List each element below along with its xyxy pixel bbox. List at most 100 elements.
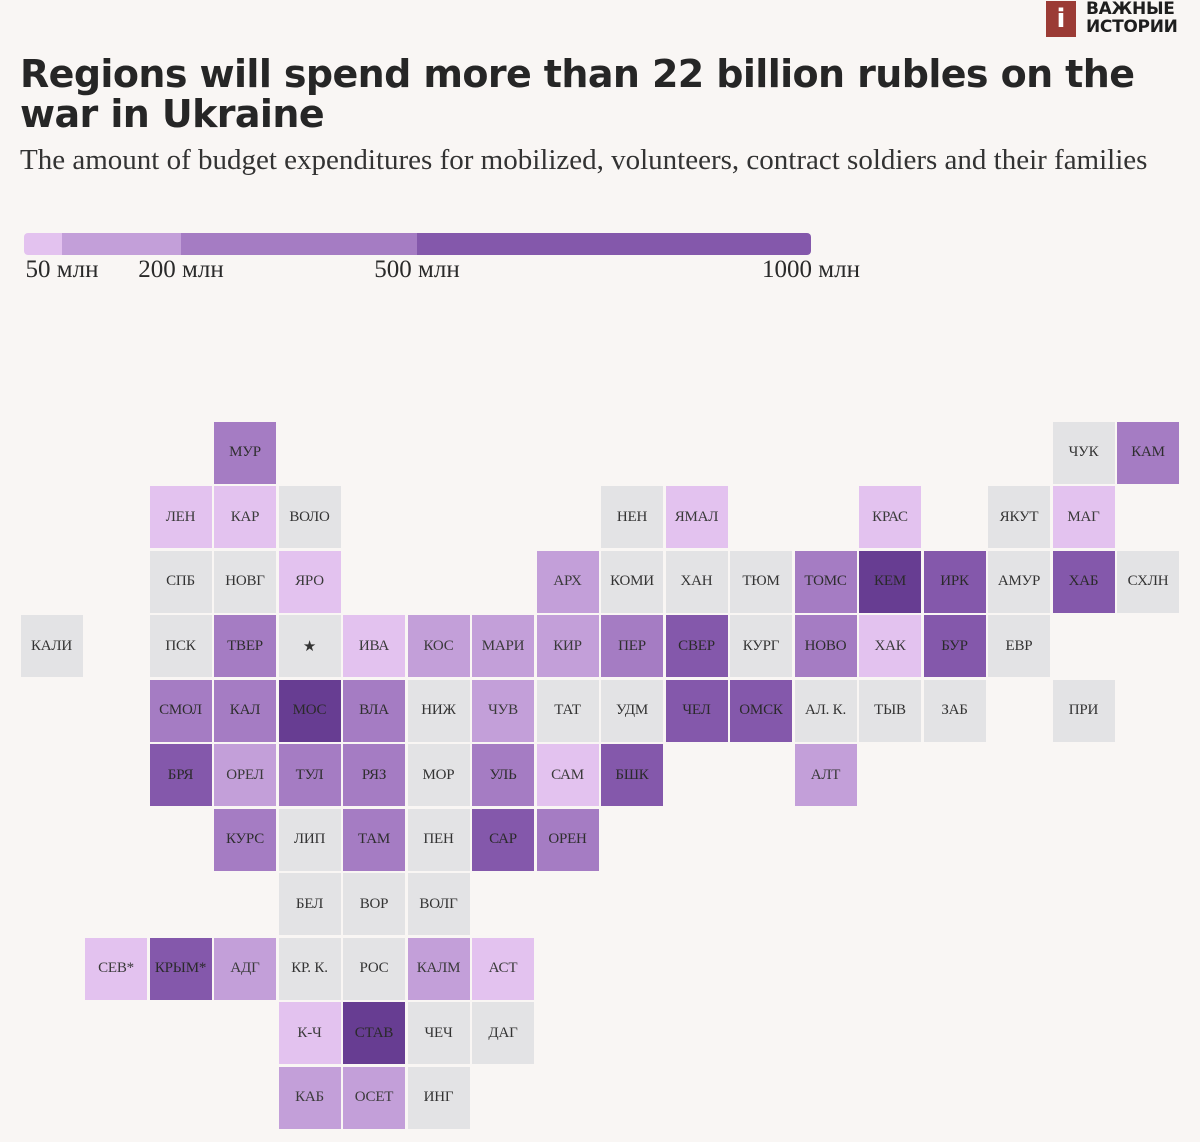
region-tile: ХАК [859, 615, 921, 677]
region-tile: САР [472, 808, 534, 871]
region-tile: КР. К. [278, 937, 341, 1000]
region-tile: КАМ [1117, 421, 1179, 484]
region-tile: КАЛМ [407, 937, 470, 1000]
region-tile: ИРК [923, 550, 986, 613]
region-tile: СМОЛ [149, 679, 212, 742]
region-tile: ★ [278, 615, 341, 677]
region-tile: КУРС [214, 808, 276, 871]
brand-line-1: ВАЖНЫЕ [1086, 0, 1175, 19]
region-tile: ЧУВ [472, 679, 534, 742]
legend-tick-label: 200 млн [138, 256, 224, 283]
region-tile: ЯРО [278, 550, 341, 613]
region-tile: БШК [601, 744, 663, 806]
region-tile: КАБ [278, 1066, 341, 1129]
region-tile: АЛТ [794, 744, 857, 806]
legend-segment [417, 233, 811, 255]
region-tile: БЕЛ [278, 873, 341, 935]
region-tile: КАР [214, 486, 276, 548]
region-tile: ОРЕН [536, 808, 599, 871]
region-tile: УДМ [601, 679, 663, 742]
region-tile: ТОМС [794, 550, 857, 613]
brand-name: ВАЖНЫЕ ИСТОРИИ [1086, 0, 1178, 36]
region-tile: АДГ [214, 937, 276, 1000]
region-tile: НОВГ [214, 550, 276, 613]
brand-line-2: ИСТОРИИ [1086, 17, 1178, 37]
region-tile: УЛЬ [472, 744, 534, 806]
chart-title: Regions will spend more than 22 billion … [20, 52, 1135, 136]
region-tile: ОМСК [730, 679, 792, 742]
legend-tick-label: 50 млн [25, 256, 99, 283]
region-tile: К-Ч [278, 1002, 341, 1064]
chart-subtitle: The amount of budget expenditures for mo… [20, 144, 1148, 176]
region-tile: ДАГ [472, 1002, 534, 1064]
region-tile: ВОЛО [278, 486, 341, 548]
region-tile: ТЫВ [859, 679, 921, 742]
region-tile: КИР [536, 615, 599, 677]
legend-tick-label: 1000 млн [762, 256, 860, 283]
region-tile: ТЮМ [730, 550, 792, 613]
region-tile: СХЛН [1117, 550, 1179, 613]
region-tile: АЛ. К. [794, 679, 857, 742]
region-tile: ТАТ [536, 679, 599, 742]
region-tile: ПРИ [1052, 679, 1115, 742]
region-tile: ЗАБ [923, 679, 986, 742]
region-tile: МОР [407, 744, 470, 806]
region-tile: КОМИ [601, 550, 663, 613]
region-tile: АСТ [472, 937, 534, 1000]
legend-segment [181, 233, 417, 255]
region-tile: СВЕР [665, 615, 728, 677]
region-tile: СПБ [149, 550, 212, 613]
region-tile: ХАБ [1052, 550, 1115, 613]
legend-color-scale [24, 233, 811, 255]
region-tile: РЯЗ [343, 744, 405, 806]
legend-segment [24, 233, 62, 255]
region-tile: ЕВР [988, 615, 1050, 677]
region-tile: КРАС [859, 486, 921, 548]
region-tile: САМ [536, 744, 599, 806]
region-tile: ХАН [665, 550, 728, 613]
region-tile: ЯМАЛ [665, 486, 728, 548]
region-tile: КОС [407, 615, 470, 677]
region-tile: ОРЕЛ [214, 744, 276, 806]
region-tile: МАГ [1052, 486, 1115, 548]
region-tile: КУРГ [730, 615, 792, 677]
region-tile: БУР [923, 615, 986, 677]
region-tile: ВЛА [343, 679, 405, 742]
region-tile: КЕМ [859, 550, 921, 613]
legend-segment [62, 233, 181, 255]
region-tile: НЕН [601, 486, 663, 548]
region-tile: ВОЛГ [407, 873, 470, 935]
region-tile: ТАМ [343, 808, 405, 871]
brand-mark-icon: i [1046, 1, 1076, 37]
region-tile: МАРИ [472, 615, 534, 677]
region-tile: ЛЕН [149, 486, 212, 548]
region-tile: ТУЛ [278, 744, 341, 806]
region-tile: ТВЕР [214, 615, 276, 677]
legend-tick-label: 500 млн [374, 256, 460, 283]
region-tile: МОС [278, 679, 341, 742]
region-tile: ИНГ [407, 1066, 470, 1129]
region-tile: КАЛ [214, 679, 276, 742]
brand-logo: i ВАЖНЫЕ ИСТОРИИ [1046, 0, 1178, 37]
region-tile: ЧЕЧ [407, 1002, 470, 1064]
region-tile: СТАВ [343, 1002, 405, 1064]
region-tile: КАЛИ [20, 615, 83, 677]
region-tile: АРХ [536, 550, 599, 613]
region-tile: ЛИП [278, 808, 341, 871]
region-tile: БРЯ [149, 744, 212, 806]
region-tile: ЧУК [1052, 421, 1115, 484]
region-tile: АМУР [988, 550, 1050, 613]
region-tile: ЯКУТ [988, 486, 1050, 548]
region-tile: ПЕР [601, 615, 663, 677]
region-tile: ВОР [343, 873, 405, 935]
region-tile: МУР [214, 421, 276, 484]
region-tile: ПСК [149, 615, 212, 677]
region-tile: ЧЕЛ [665, 679, 728, 742]
region-tile: РОС [343, 937, 405, 1000]
region-tile: НОВО [794, 615, 857, 677]
region-tile: ПЕН [407, 808, 470, 871]
region-tile: СЕВ* [85, 937, 147, 1000]
region-tile: ОСЕТ [343, 1066, 405, 1129]
region-tile: НИЖ [407, 679, 470, 742]
region-tile: ИВА [343, 615, 405, 677]
